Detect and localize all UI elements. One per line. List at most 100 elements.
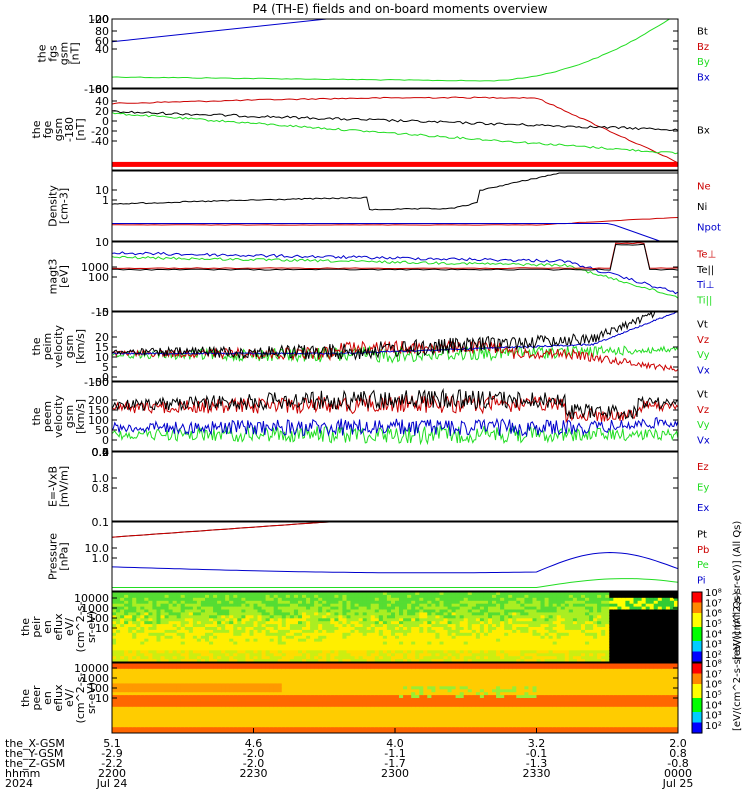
spectrogram-cell [156, 703, 162, 708]
spectrogram-cell [249, 689, 255, 693]
spectrogram-cell [674, 656, 678, 660]
spectrogram-cell [601, 600, 606, 605]
spectrogram-cell [124, 659, 129, 662]
spectrogram-cell [302, 621, 307, 625]
spectrogram-cell [261, 632, 267, 637]
spectrogram-cell [192, 668, 198, 673]
colorbar-cell [692, 620, 702, 623]
spectrogram-cell [645, 638, 651, 643]
spectrogram-cell [415, 594, 420, 599]
spectrogram-cell [160, 674, 166, 679]
spectrogram-cell [439, 609, 445, 613]
spectrogram-cell [200, 635, 206, 640]
spectrogram-cell [302, 712, 307, 717]
spectrogram-cell [221, 592, 226, 596]
spectrogram-cell [625, 653, 630, 657]
spectrogram-cell [609, 597, 614, 602]
spectrogram-cell [180, 663, 186, 667]
spectrogram-cell [471, 612, 477, 616]
spectrogram-cell [213, 727, 218, 731]
spectrogram-cell [528, 609, 533, 613]
spectrogram-cell [209, 686, 214, 690]
spectrogram-cell [225, 597, 230, 602]
spectrogram-cell [520, 647, 525, 651]
spectrogram-cell [488, 635, 493, 640]
spectrogram-cell [556, 618, 562, 622]
spectrogram-cell [318, 632, 323, 637]
spectrogram-cell [479, 629, 485, 634]
spectrogram-cell [221, 724, 226, 728]
spectrogram-cell [269, 632, 275, 637]
spectrogram-cell [544, 647, 550, 651]
spectrogram-cell [568, 606, 574, 611]
spectrogram-cell [253, 712, 259, 717]
spectrogram-cell [128, 709, 133, 714]
spectrogram-cell [637, 597, 643, 602]
spectrogram-cell [116, 718, 121, 722]
spectrogram-cell [512, 629, 517, 634]
spectrogram-cell [395, 621, 400, 625]
spectrogram-cell [395, 615, 400, 619]
spectrogram-cell [435, 653, 440, 657]
legend-entry: Vt [697, 320, 708, 331]
spectrogram-cell [128, 700, 133, 705]
spectrogram-cell [132, 706, 137, 711]
spectrogram-cell [229, 671, 234, 676]
spectrogram-cell [536, 656, 542, 660]
spectrogram-cell [407, 621, 412, 625]
spectrogram-cell [188, 674, 194, 679]
spectrogram-cell [330, 718, 335, 722]
spectrogram-cell [261, 629, 267, 634]
spectrogram-cell [475, 629, 481, 634]
spectrogram-cell [593, 638, 598, 643]
spectrogram-cell [350, 594, 356, 599]
spectrogram-cell [241, 653, 246, 657]
spectrogram-cell [184, 724, 190, 728]
spectrogram-cell [233, 612, 238, 616]
spectrogram-cell [310, 680, 315, 684]
spectrogram-cell [500, 644, 505, 648]
spectrogram-cell [140, 612, 145, 616]
spectrogram-cell [306, 709, 311, 714]
spectrogram-cell [601, 627, 606, 631]
spectrogram-cell [621, 629, 626, 634]
spectrogram-cell [310, 594, 315, 599]
spectrogram-cell [213, 689, 218, 693]
spectrogram-cell [253, 718, 259, 722]
spectrogram-cell [233, 609, 238, 613]
spectrogram-cell [221, 689, 226, 693]
spectrogram-cell [257, 665, 263, 670]
spectrogram-cell [403, 629, 408, 634]
spectrogram-cell [293, 635, 299, 640]
spectrogram-cell [629, 624, 635, 628]
spectrogram-cell [310, 592, 315, 596]
spectrogram-cell [407, 624, 412, 628]
spectrogram-cell [176, 635, 182, 640]
spectrogram-cell [293, 594, 299, 599]
spectrogram-cell [156, 686, 162, 690]
spectrogram-cell [512, 644, 517, 648]
spectrogram-cell [605, 612, 610, 616]
spectrogram-cell [314, 612, 319, 616]
spectrogram-cell [298, 680, 303, 684]
spectrogram-cell [225, 615, 230, 619]
spectrogram-cell [330, 653, 335, 657]
spectrogram-cell [581, 656, 586, 660]
spectrogram-cell [241, 635, 246, 640]
spectrogram-cell [318, 659, 323, 662]
spectrogram-cell [285, 674, 291, 679]
spectrogram-cell [330, 724, 335, 728]
spectrogram-cell [617, 618, 622, 622]
spectrogram-cell [144, 629, 149, 634]
spectrogram-cell [382, 594, 388, 599]
spectrogram-cell [613, 638, 618, 643]
spectrogram-cell [318, 600, 323, 605]
spectrogram-cell [120, 712, 125, 717]
spectrogram-cell [310, 650, 315, 654]
spectrogram-cell [548, 653, 554, 657]
spectrogram-cell [520, 603, 525, 608]
spectrogram-cell [391, 656, 396, 660]
spectrogram-cell [205, 641, 210, 646]
spectrogram-cell [665, 600, 671, 605]
